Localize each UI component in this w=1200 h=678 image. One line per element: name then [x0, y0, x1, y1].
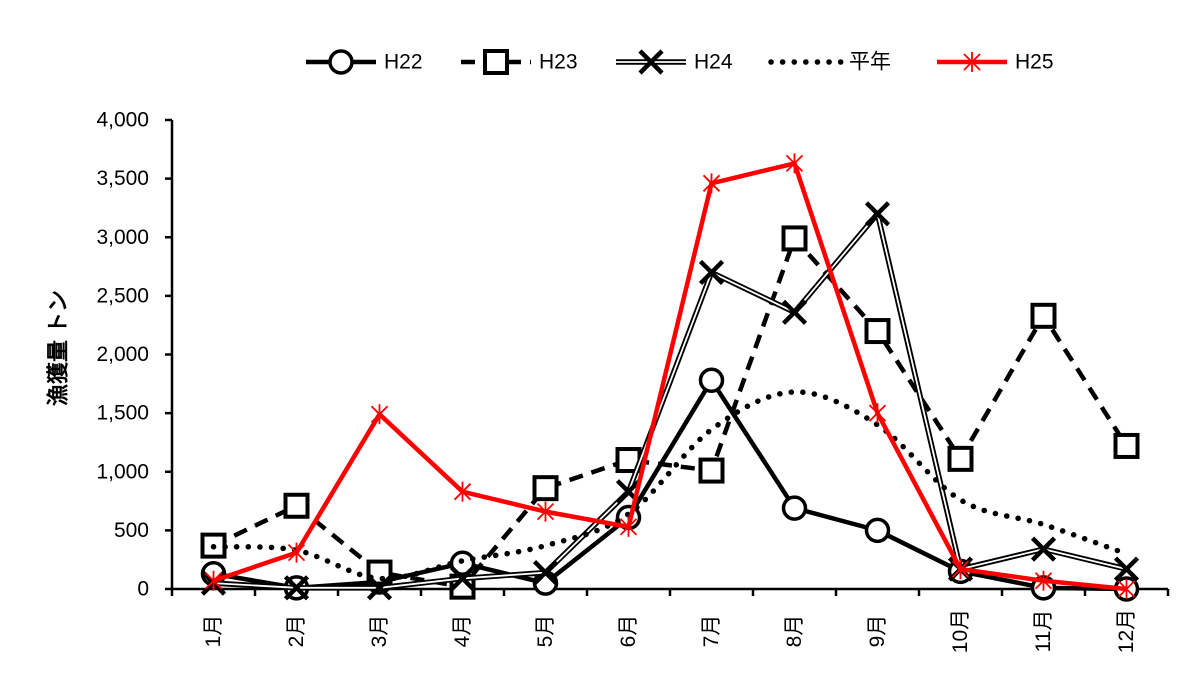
data-point-1 — [698, 367, 725, 394]
y-tick-label: 3,500 — [96, 167, 149, 190]
plot-area — [200, 153, 1140, 602]
series-line-2 — [212, 236, 1129, 589]
y-tick-label: 1,500 — [96, 402, 149, 425]
x-category-label: 1月 — [202, 615, 225, 648]
data-point-3 — [283, 575, 310, 601]
data-point-5 — [951, 559, 970, 580]
data-point-5 — [619, 516, 638, 537]
series-1 — [200, 367, 1140, 602]
data-point-2 — [698, 457, 725, 484]
data-point-3 — [781, 299, 808, 325]
legend-marker — [328, 49, 354, 75]
data-point-3 — [698, 259, 725, 286]
y-tick-label: 1,000 — [96, 460, 149, 483]
x-category-label: 2月 — [285, 615, 308, 648]
data-point-3 — [366, 575, 393, 601]
data-point-5 — [1117, 579, 1136, 599]
data-point-2 — [864, 318, 891, 345]
legend-marker — [483, 49, 509, 75]
data-point-1 — [864, 517, 891, 544]
data-point-2 — [947, 445, 974, 472]
series-5 — [204, 153, 1136, 599]
x-category-label: 4月 — [451, 615, 474, 648]
y-tick-label: 3,000 — [96, 226, 149, 249]
y-tick-label: 2,500 — [96, 284, 149, 307]
data-point-3 — [1030, 536, 1057, 562]
data-point-2 — [1113, 432, 1140, 459]
data-point-5 — [204, 570, 223, 591]
x-category-label: 7月 — [700, 615, 723, 648]
x-category-label: 11月 — [1032, 610, 1055, 653]
series-3 — [200, 201, 1140, 601]
legend-item-4: 平年 — [768, 51, 891, 74]
legend-item-1: H22 — [306, 49, 423, 75]
data-point-5 — [370, 404, 389, 425]
data-point-5 — [868, 403, 887, 424]
y-tick-label: 0 — [137, 578, 149, 601]
data-point-2 — [532, 475, 559, 502]
data-point-2 — [283, 492, 310, 519]
legend-label: H22 — [384, 51, 423, 74]
x-category-label: 8月 — [783, 615, 806, 648]
data-point-5 — [536, 501, 555, 522]
legend-label: 平年 — [849, 51, 891, 74]
legend-label: H23 — [539, 51, 578, 74]
series-line-3 — [213, 211, 1128, 591]
legend-item-3: H24 — [616, 49, 733, 75]
legend-item-5: H25 — [937, 51, 1054, 74]
data-point-5 — [702, 173, 721, 194]
x-category-label: 10月 — [949, 609, 972, 653]
data-point-3 — [864, 201, 891, 227]
data-point-3 — [449, 565, 476, 592]
data-point-5 — [1034, 570, 1053, 591]
x-category-label: 12月 — [1115, 609, 1138, 653]
legend-marker — [963, 52, 981, 72]
legend-item-2: H23 — [461, 49, 578, 75]
y-axis-title: 漁獲量 トン — [46, 290, 71, 406]
x-category-label: 9月 — [866, 615, 889, 648]
data-point-5 — [453, 481, 472, 502]
y-tick-label: 500 — [114, 519, 149, 542]
data-point-5 — [287, 542, 306, 563]
data-point-3 — [1113, 556, 1140, 582]
data-point-3 — [532, 559, 559, 586]
series-line-1 — [213, 378, 1127, 592]
legend: H22 H23 H24 平年 H25 — [306, 49, 1054, 75]
data-point-2 — [1030, 302, 1057, 329]
axes: 0 500 1,000 1,500 2,000 2,500 3,000 3,500 4,000 1… — [96, 109, 1170, 653]
x-category-label: 3月 — [368, 615, 391, 648]
series-line-3-inner — [213, 212, 1127, 589]
data-point-5 — [785, 153, 804, 174]
legend-marker — [638, 49, 664, 75]
y-tick-label: 4,000 — [96, 109, 149, 132]
legend-label: H25 — [1015, 51, 1054, 74]
series-2 — [200, 225, 1140, 600]
data-point-1 — [781, 495, 808, 521]
legend-label: H24 — [694, 51, 733, 74]
x-category-label: 6月 — [617, 615, 640, 648]
y-tick-label: 2,000 — [96, 343, 149, 366]
x-category-label: 5月 — [534, 615, 557, 648]
data-point-2 — [781, 225, 808, 252]
series-line-5 — [212, 161, 1127, 592]
